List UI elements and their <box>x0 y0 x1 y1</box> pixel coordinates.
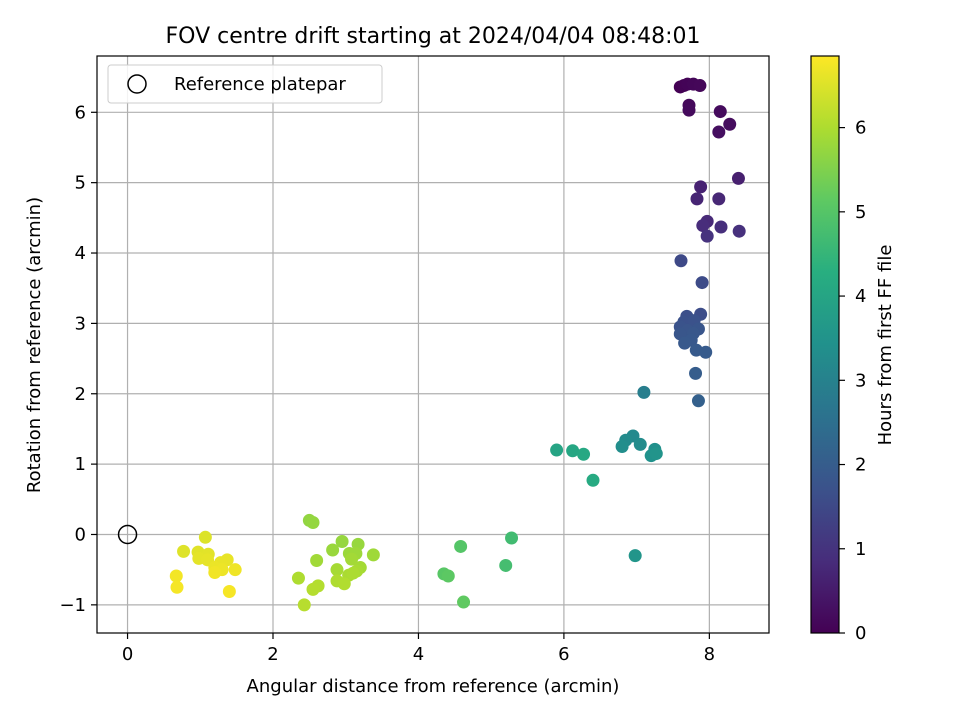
data-point <box>335 535 349 549</box>
chart-title: FOV centre drift starting at 2024/04/04 … <box>166 24 701 49</box>
reference-platepar-marker <box>117 524 138 545</box>
colorbar-tick-label: 3 <box>855 370 866 391</box>
data-point <box>177 544 191 558</box>
data-point <box>678 336 692 350</box>
data-point <box>306 516 320 530</box>
data-point <box>457 595 471 609</box>
colorbar-gradient <box>810 55 840 634</box>
data-point <box>366 548 380 562</box>
colorbar-tick-label: 6 <box>855 118 866 139</box>
data-point <box>689 366 703 380</box>
data-point <box>454 539 468 553</box>
data-point <box>696 219 710 233</box>
data-point <box>713 105 727 119</box>
x-tick-label: 8 <box>704 644 715 665</box>
data-point <box>505 531 519 545</box>
data-point <box>682 103 696 117</box>
data-point <box>712 192 726 206</box>
legend-marker-reference <box>127 74 147 94</box>
data-point <box>326 543 340 557</box>
data-point <box>170 580 184 594</box>
data-point <box>222 584 236 598</box>
data-point <box>310 554 324 568</box>
plot-frame <box>96 55 770 634</box>
colorbar-ticks: 0 1 2 3 4 5 6 <box>839 118 866 644</box>
y-axis-ticks: −1 0 1 2 3 4 5 6 <box>59 102 97 616</box>
data-point <box>694 180 708 194</box>
colorbar-tick-label: 4 <box>855 286 866 307</box>
y-tick-label: 1 <box>75 454 86 475</box>
colorbar: 0 1 2 3 4 5 6 Hours from first FF file <box>810 55 896 644</box>
x-tick-label: 0 <box>122 644 133 665</box>
data-point <box>649 447 663 461</box>
data-point <box>337 577 351 591</box>
data-point <box>499 558 513 572</box>
data-point <box>628 549 642 563</box>
legend-label-reference: Reference platepar <box>174 74 346 95</box>
data-point <box>700 229 714 243</box>
data-point <box>550 443 564 457</box>
data-point <box>731 171 745 185</box>
x-axis-ticks: 0 2 4 6 8 <box>122 633 715 665</box>
x-axis-label: Angular distance from reference (arcmin) <box>247 676 620 697</box>
data-point <box>712 125 726 139</box>
legend-box <box>107 64 383 104</box>
data-point <box>306 582 320 596</box>
y-tick-label: 4 <box>75 243 86 264</box>
data-point <box>723 117 737 131</box>
y-tick-label: 5 <box>75 173 86 194</box>
data-point <box>693 79 707 93</box>
colorbar-tick-label: 2 <box>855 455 866 476</box>
x-tick-label: 6 <box>558 644 569 665</box>
data-point <box>714 220 728 234</box>
grid-lines <box>97 56 769 633</box>
data-point <box>691 394 705 408</box>
data-points <box>169 77 746 612</box>
data-point <box>345 552 359 566</box>
x-tick-label: 2 <box>267 644 278 665</box>
data-point <box>586 473 600 487</box>
data-point <box>615 440 629 454</box>
data-point <box>297 598 311 612</box>
data-point <box>441 569 455 583</box>
data-point <box>577 447 591 461</box>
data-point <box>699 345 713 359</box>
colorbar-tick-label: 0 <box>855 623 866 644</box>
data-point <box>690 192 704 206</box>
legend: Reference platepar <box>107 64 383 104</box>
colorbar-label: Hours from first FF file <box>875 245 896 446</box>
data-point <box>633 437 647 451</box>
data-point <box>169 569 183 583</box>
y-tick-label: 3 <box>75 313 86 334</box>
data-point <box>208 565 222 579</box>
x-tick-label: 4 <box>413 644 424 665</box>
data-point <box>228 563 242 577</box>
plot-area: 0 2 4 6 8 −1 0 1 2 3 4 5 6 <box>59 55 770 665</box>
data-point <box>346 566 360 580</box>
y-tick-label: 2 <box>75 384 86 405</box>
colorbar-tick-label: 1 <box>855 539 866 560</box>
colorbar-tick-label: 5 <box>855 202 866 223</box>
data-point <box>566 444 580 458</box>
data-point <box>732 224 746 238</box>
data-point <box>291 571 305 585</box>
data-point <box>330 563 344 577</box>
data-point <box>695 276 709 290</box>
data-point <box>674 254 688 268</box>
data-point <box>198 530 212 544</box>
data-point <box>637 385 651 399</box>
y-axis-label: Rotation from reference (arcmin) <box>24 197 45 493</box>
y-tick-label: 0 <box>75 524 86 545</box>
y-tick-label: −1 <box>59 595 86 616</box>
y-tick-label: 6 <box>75 102 86 123</box>
